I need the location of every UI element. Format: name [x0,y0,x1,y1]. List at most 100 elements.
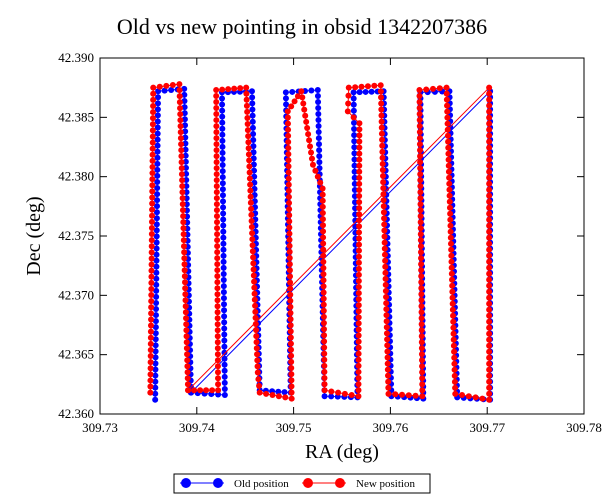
data-point [286,206,293,213]
data-point [355,356,362,363]
data-point [286,236,293,243]
data-point [214,219,221,226]
data-point [148,298,155,305]
data-point [219,180,226,187]
data-point [221,337,228,344]
data-point [176,99,183,106]
data-point [219,174,226,181]
data-point [285,175,292,182]
data-point [345,100,352,107]
data-point [286,230,293,237]
data-point [152,318,159,325]
data-point [356,120,363,127]
data-point [182,128,189,135]
data-point [219,113,226,120]
data-point [382,269,389,276]
data-point [220,289,227,296]
legend-label: Old position [234,478,289,490]
data-point [219,119,226,126]
data-point [153,299,160,306]
data-point [321,350,328,357]
data-point [213,117,220,124]
data-point [286,218,293,225]
data-point [423,86,430,93]
data-point [445,162,452,169]
data-point [314,173,321,180]
data-point [416,141,423,148]
data-point [213,129,220,136]
data-point [444,102,451,109]
data-point [153,251,160,258]
data-point [378,124,385,131]
data-point [286,267,293,274]
data-point [148,304,155,311]
data-point [351,180,358,187]
x-tick-label: 309.73 [82,420,118,435]
data-point [307,143,314,150]
data-point [221,301,228,308]
data-point [284,120,291,127]
data-point [148,310,155,317]
data-point [149,157,156,164]
data-point [315,135,322,142]
data-point [214,321,221,328]
legend-marker [303,478,313,488]
data-point [181,261,188,268]
data-point [448,270,455,277]
data-point [287,279,294,286]
data-point [285,132,292,139]
data-point [445,144,452,151]
legend: Old position New position [173,473,431,494]
data-point [248,205,255,212]
data-point [247,199,254,206]
data-point [443,90,450,97]
data-point [417,153,424,160]
data-point [351,156,358,163]
data-point [328,388,335,395]
data-point [154,142,161,149]
data-point [355,387,362,394]
data-point [150,84,157,91]
data-point [149,115,156,122]
data-point [149,127,156,134]
data-point [250,149,257,156]
data-point [243,84,250,91]
data-point [378,130,385,137]
data-point [287,310,294,317]
data-point [486,396,493,403]
data-point [147,353,154,360]
data-point [417,177,424,184]
data-point [152,378,159,385]
data-point [153,293,160,300]
data-point [154,136,161,143]
data-point [147,383,154,390]
data-point [355,350,362,357]
data-point [381,251,388,258]
data-point [287,340,294,347]
data-point [149,145,156,152]
y-tick-label: 42.360 [58,406,94,421]
y-tick-label: 42.385 [58,109,94,124]
data-point [177,111,184,118]
data-point [214,237,221,244]
data-point [447,210,454,217]
data-point [219,125,226,132]
data-point [154,148,161,155]
data-point [381,227,388,234]
data-point [214,339,221,346]
data-point [383,300,390,307]
data-point [355,381,362,388]
data-point [305,131,312,138]
data-point [289,88,296,95]
data-point [282,394,289,401]
data-point [148,224,155,231]
data-point [163,82,170,89]
data-point [451,372,458,379]
data-point [285,163,292,170]
data-point [380,179,387,186]
data-point [356,211,363,218]
data-point [382,263,389,270]
data-point [252,308,259,315]
data-point [152,324,159,331]
data-point [450,342,457,349]
